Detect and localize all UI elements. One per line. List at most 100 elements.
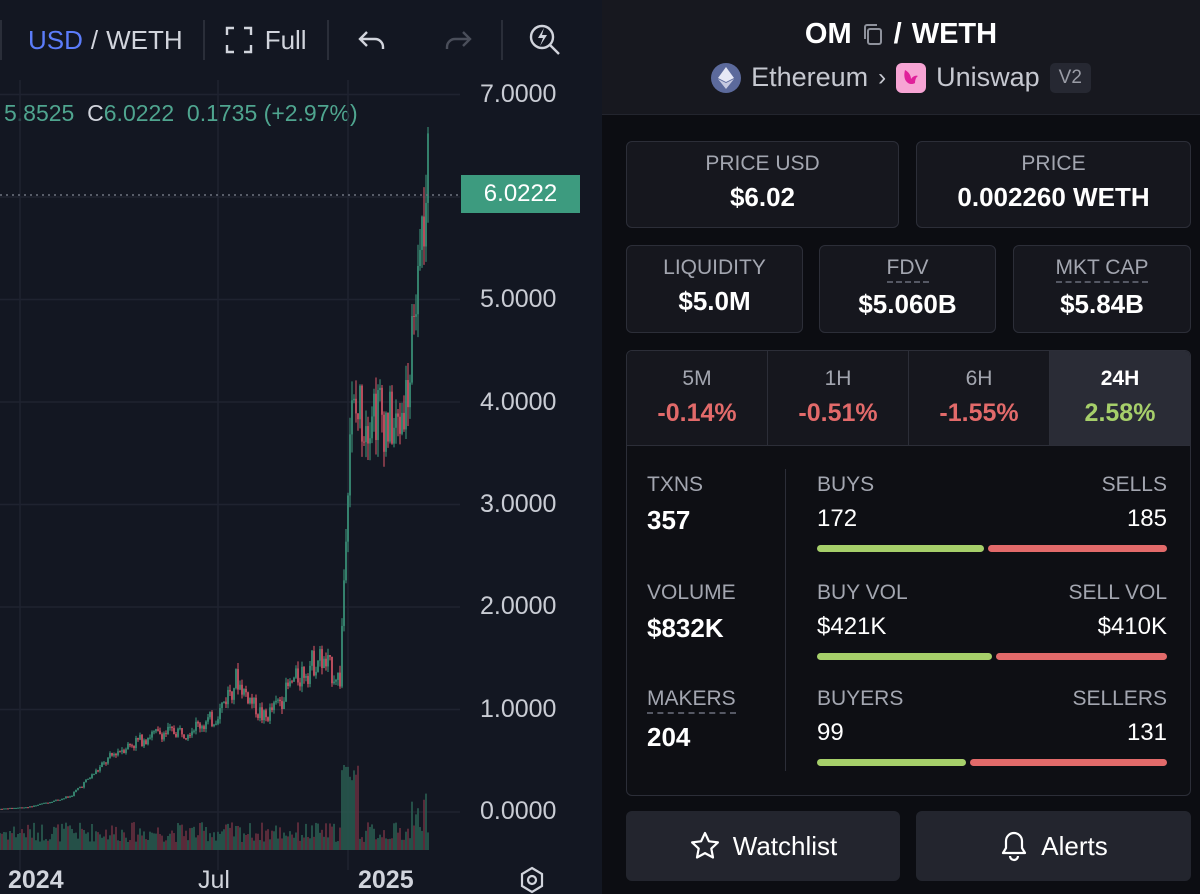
volume-bar: [319, 832, 321, 850]
volume-bar: [305, 823, 307, 850]
candle-body: [401, 412, 403, 434]
price-usd-card: PRICE USD $6.02: [626, 141, 899, 228]
candle-body: [323, 658, 325, 669]
candle-body: [389, 391, 391, 442]
makers-stat[interactable]: MAKERS 204: [647, 687, 736, 753]
tab-change: -0.14%: [657, 399, 737, 427]
chart-toolbar: USD / WETH Full: [0, 0, 600, 80]
candle-body: [165, 733, 167, 735]
fdv-card[interactable]: FDV $5.060B: [819, 245, 996, 333]
tab-1h[interactable]: 1H -0.51%: [768, 351, 909, 445]
candle-body: [81, 786, 83, 788]
undo-button[interactable]: [329, 0, 415, 80]
volume-bar: [369, 826, 371, 850]
timeframe-tabs: 5M -0.14% 1H -0.51% 6H -1.55% 24H 2.58%: [627, 351, 1190, 446]
y-tick-label: 4.0000: [480, 388, 557, 416]
candle-body: [103, 762, 105, 764]
dex-name[interactable]: Uniswap: [936, 62, 1040, 92]
candle-body: [259, 707, 261, 718]
volume-bar: [143, 831, 145, 850]
volume-bar: [271, 830, 273, 850]
candle-body: [341, 625, 343, 687]
quick-search-button[interactable]: [503, 0, 587, 80]
candle-body: [67, 796, 69, 798]
bell-icon: [1002, 831, 1027, 862]
tab-change: -1.55%: [939, 399, 1019, 427]
volume-bar: [409, 838, 411, 850]
candle-body: [147, 737, 149, 745]
quote-separator: /: [90, 24, 99, 55]
candle-body: [93, 774, 95, 776]
tab-5m[interactable]: 5M -0.14%: [627, 351, 768, 445]
candle-body: [403, 412, 405, 430]
candle-body: [381, 387, 383, 415]
volume-bar: [71, 828, 73, 850]
candle-body: [299, 682, 301, 687]
candle-body: [5, 808, 7, 810]
candle-body: [39, 804, 41, 806]
chart-settings-icon[interactable]: [518, 866, 546, 894]
volume-bar: [413, 825, 415, 850]
price-usd-label: PRICE USD: [705, 152, 820, 175]
candle-body: [271, 707, 273, 711]
quote-weth-option[interactable]: WETH: [106, 24, 183, 55]
alerts-button[interactable]: Alerts: [916, 811, 1191, 881]
candle-body: [405, 380, 407, 430]
candle-body: [307, 675, 309, 684]
watchlist-button[interactable]: Watchlist: [626, 811, 900, 881]
candle-body: [163, 733, 165, 740]
candle-body: [121, 750, 123, 752]
candle-body: [33, 805, 35, 807]
volume-bar: [227, 823, 229, 850]
candle-body: [387, 412, 389, 442]
chart-grid: [0, 80, 460, 870]
tab-6h[interactable]: 6H -1.55%: [909, 351, 1050, 445]
candle-body: [175, 733, 177, 737]
price-chart[interactable]: [0, 80, 600, 870]
volume-bar: [427, 832, 429, 850]
volume-bar: [131, 822, 133, 850]
volume-bar: [335, 841, 337, 850]
tab-label: 5M: [682, 367, 712, 390]
ohlc-close-value: 6.0222: [103, 100, 175, 126]
volume-bar: [283, 832, 285, 850]
volume-bar: [183, 836, 185, 850]
candle-body: [193, 730, 195, 732]
fullscreen-button[interactable]: Full: [205, 0, 327, 80]
volume-bar: [385, 838, 387, 850]
volume-bar: [199, 823, 201, 850]
candle-body: [287, 682, 289, 687]
volume-bar: [399, 828, 401, 850]
candle-body: [309, 665, 311, 684]
tab-change: 2.58%: [1084, 399, 1156, 427]
candle-body: [231, 691, 233, 700]
tab-24h[interactable]: 24H 2.58%: [1050, 351, 1190, 445]
volume-bar: [211, 837, 213, 850]
candle-body: [199, 723, 201, 729]
price-native-label: PRICE: [1021, 152, 1086, 175]
market-cap-card[interactable]: MKT CAP $5.84B: [1013, 245, 1191, 333]
volume-bar: [417, 808, 419, 850]
candle-body: [45, 802, 47, 804]
chart-pane[interactable]: USD / WETH Full: [0, 0, 600, 894]
volume-bar: [221, 831, 223, 850]
candle-body: [303, 666, 305, 678]
copy-icon[interactable]: [862, 23, 884, 47]
chain-name[interactable]: Ethereum: [751, 62, 869, 92]
buy-vol-bar-fill: [817, 653, 993, 660]
watchlist-label: Watchlist: [732, 830, 838, 861]
candle-body: [197, 721, 199, 724]
quote-toggle[interactable]: USD / WETH: [2, 0, 203, 80]
sells-value: 185: [1126, 505, 1167, 532]
candle-body: [355, 398, 357, 414]
candle-body: [217, 719, 219, 724]
candle-body: [155, 729, 157, 732]
candle-body: [305, 675, 307, 678]
txns-label: TXNS: [647, 473, 704, 496]
candle-body: [151, 731, 153, 738]
volume-bar: [177, 823, 179, 850]
candle-body: [427, 133, 429, 203]
redo-button[interactable]: [415, 0, 501, 80]
buy-vol-label: BUY VOL: [817, 581, 908, 604]
quote-usd-option[interactable]: USD: [28, 24, 83, 55]
